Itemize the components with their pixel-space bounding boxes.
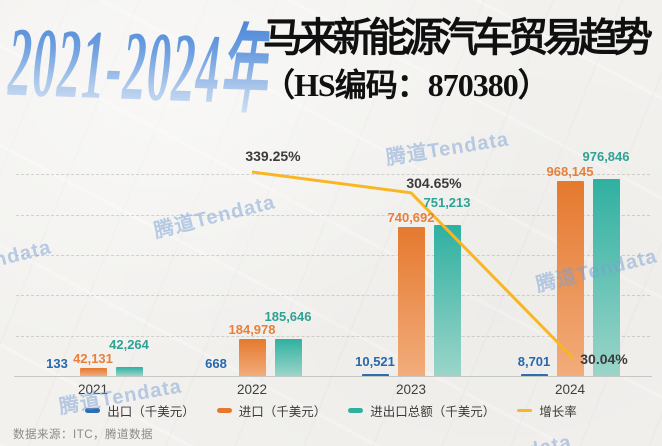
bar-label-total-2022: 185,646 [264, 308, 312, 324]
bar-label-export-2024: 8,701 [517, 353, 551, 369]
bar-total-2024 [592, 179, 620, 376]
bar-total-2021 [115, 367, 143, 376]
legend-swatch-total [348, 408, 364, 413]
legend-label-import: 进口（千美元） [238, 405, 327, 419]
data-source-note: 数据来源：ITC，腾道数据 [13, 429, 154, 441]
title-main: 马来新能源汽车贸易趋势 [263, 15, 653, 60]
bar-total-2022 [274, 338, 302, 376]
bar-label-total-2024: 976,846 [582, 149, 630, 164]
x-tick-2023: 2023 [395, 382, 427, 397]
growth-label-2022: 339.25% [245, 148, 301, 164]
x-tick-2024: 2024 [554, 382, 586, 397]
bar-label-import-2022: 184,978 [228, 321, 276, 337]
bar-label-total-2023: 751,213 [423, 194, 471, 210]
legend-item-import: 进口（千美元） [216, 401, 327, 420]
bar-label-import-2024: 968,145 [546, 163, 594, 179]
bar-label-import-2023: 740,692 [387, 209, 435, 225]
gridline [16, 295, 650, 297]
bar-export-2024 [520, 373, 548, 376]
title-years: 2021-2024年 [6, 6, 271, 126]
x-tick-2022: 2022 [236, 382, 268, 397]
legend-label-export: 出口（千美元） [107, 405, 195, 419]
legend-swatch-growth [517, 409, 533, 412]
gridline [16, 214, 650, 216]
legend: 出口（千美元） 进口（千美元） 进出口总额（千美元） 增长率 [0, 401, 662, 420]
legend-item-export: 出口（千美元） [85, 401, 195, 420]
legend-item-total: 进出口总额（千美元） [348, 401, 495, 420]
growth-label-2023: 304.65% [406, 174, 462, 191]
bar-import-2023 [397, 226, 425, 376]
title-block: 马来新能源汽车贸易趋势 （HS编码：870380） [263, 10, 662, 104]
gridline [16, 254, 650, 256]
bar-label-total-2021: 42,264 [109, 337, 149, 353]
legend-item-growth: 增长率 [517, 401, 577, 420]
legend-swatch-import [216, 408, 232, 413]
x-axis [14, 376, 652, 377]
bar-label-export-2023: 10,521 [355, 353, 395, 369]
x-tick-2021: 2021 [77, 382, 109, 397]
legend-label-total: 进出口总额（千美元） [370, 405, 496, 419]
bar-total-2023 [433, 224, 461, 376]
growth-label-2024: 30.04% [580, 351, 628, 367]
legend-swatch-export [85, 408, 101, 413]
bar-export-2023 [361, 373, 389, 376]
bar-import-2021 [79, 367, 107, 376]
bar-import-2024 [556, 180, 584, 376]
bar-import-2022 [238, 338, 266, 376]
bar-label-export-2022: 668 [205, 356, 227, 371]
title-sub: （HS编码：870380） [263, 67, 550, 103]
bar-label-export-2021: 133 [46, 356, 68, 371]
bar-label-import-2021: 42,131 [73, 350, 113, 366]
legend-label-growth: 增长率 [539, 405, 577, 419]
